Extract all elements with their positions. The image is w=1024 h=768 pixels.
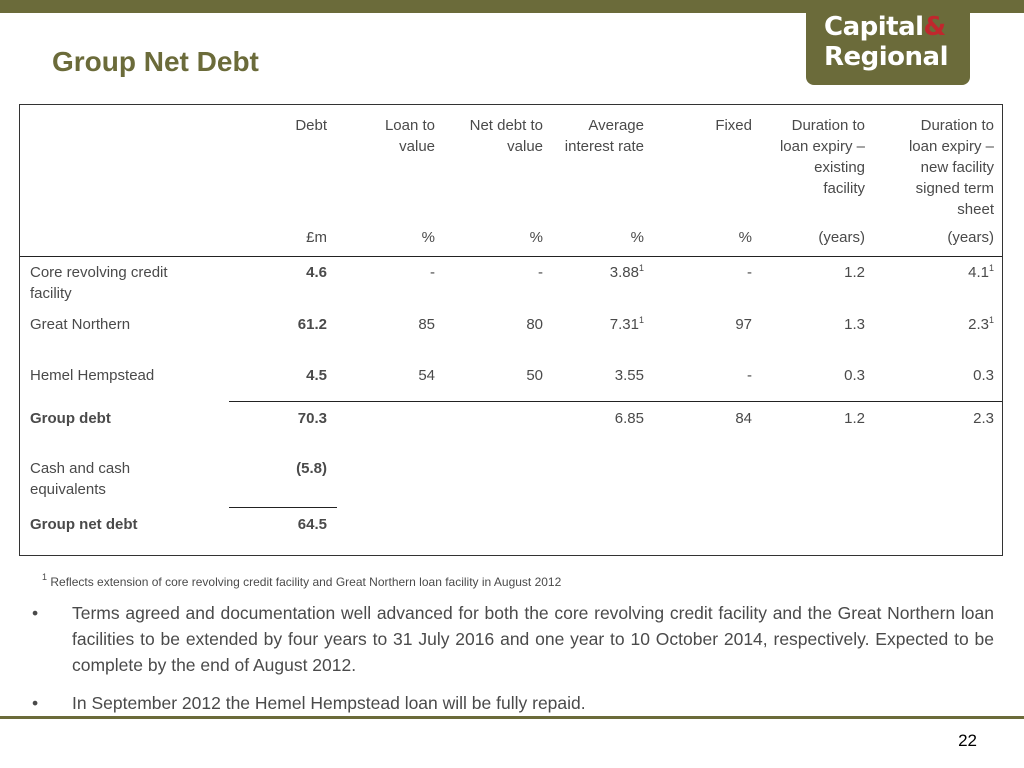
col-unit-average-interest-rate: % <box>630 229 644 246</box>
bullet-text: In September 2012 the Hemel Hempstead lo… <box>72 693 586 713</box>
page-number: 22 <box>958 731 977 750</box>
cell-duration-existing: 0.3 <box>844 367 865 384</box>
cell-loan-to-value: - <box>430 264 435 281</box>
cell-debt: 64.5 <box>297 516 327 533</box>
col-header-duration-existing: Duration to loan expiry – existing facil… <box>779 117 865 197</box>
col-header-net-debt-to-value: Net debt to value <box>469 117 543 155</box>
col-header-debt: Debt <box>295 117 327 134</box>
cell-net-debt-to-value: 50 <box>526 367 543 384</box>
bullet-icon: • <box>32 603 39 623</box>
net-debt-table: Debt Loan to value Net debt to value Ave… <box>19 104 1003 556</box>
cell-debt: 70.3 <box>297 410 327 427</box>
company-logo: Capital& Regional <box>806 0 970 85</box>
footnote-marker: 1 <box>42 572 48 582</box>
footnote-text: Reflects extension of core revolving cre… <box>47 575 562 589</box>
cell-net-debt-to-value: 80 <box>526 316 543 333</box>
row-label: Great Northern <box>30 316 131 333</box>
row-label: Core revolving credit facility <box>30 264 168 302</box>
footnote-marker: 1 <box>638 263 644 273</box>
col-unit-debt: £m <box>306 229 327 246</box>
cell-debt: (5.8) <box>296 460 327 477</box>
cell-debt: 4.6 <box>306 264 327 281</box>
row-label: Group net debt <box>30 516 138 533</box>
cell-average-interest-rate: 3.55 <box>614 367 644 384</box>
logo-line-1: Capital& <box>824 12 946 42</box>
cell-duration-new: 2.3 <box>973 410 994 427</box>
bottom-bar <box>0 716 1024 719</box>
col-unit-loan-to-value: % <box>421 229 435 246</box>
cell-average-interest-rate: 6.85 <box>614 410 644 427</box>
footnote-marker: 1 <box>988 315 994 325</box>
cell-net-debt-to-value: - <box>538 264 543 281</box>
cell-fixed: - <box>747 367 752 384</box>
bullet-icon: • <box>32 693 39 713</box>
col-unit-duration-existing: (years) <box>818 229 865 246</box>
cell-average-interest-rate: 3.881 <box>609 263 644 282</box>
row-label: Group debt <box>30 410 111 427</box>
cell-duration-new: 0.3 <box>973 367 994 384</box>
col-header-average-interest-rate: Average interest rate <box>564 117 644 155</box>
cell-fixed: 97 <box>735 316 752 333</box>
footnote-marker: 1 <box>988 263 994 273</box>
cell-duration-new: 4.11 <box>968 263 994 282</box>
page-title: Group Net Debt <box>52 46 259 77</box>
col-unit-fixed: % <box>738 229 752 246</box>
header-divider <box>20 256 1002 257</box>
row-label: Cash and cash equivalents <box>30 460 131 498</box>
bullet-list: • Terms agreed and documentation well adv… <box>30 600 994 716</box>
cell-loan-to-value: 54 <box>418 367 435 384</box>
cell-fixed: 84 <box>735 410 752 427</box>
cell-loan-to-value: 85 <box>418 316 435 333</box>
cell-debt: 61.2 <box>297 316 327 333</box>
cell-average-interest-rate: 7.311 <box>609 315 644 334</box>
col-header-loan-to-value: Loan to value <box>384 117 435 155</box>
cell-debt: 4.5 <box>306 367 327 384</box>
footnote-marker: 1 <box>638 315 644 325</box>
cell-duration-existing: 1.2 <box>844 264 865 281</box>
col-header-fixed: Fixed <box>715 117 752 134</box>
logo-line-2: Regional <box>824 42 949 72</box>
cell-duration-existing: 1.3 <box>844 316 865 333</box>
group-debt-divider <box>229 401 1002 402</box>
logo-ampersand: & <box>923 12 947 42</box>
top-bar <box>0 0 1024 13</box>
cell-fixed: - <box>747 264 752 281</box>
list-item: • Terms agreed and documentation well adv… <box>30 600 994 678</box>
col-unit-duration-new: (years) <box>947 229 994 246</box>
row-label: Hemel Hempstead <box>30 367 155 384</box>
cell-duration-existing: 1.2 <box>844 410 865 427</box>
footnote: 1 Reflects extension of core revolving c… <box>42 572 562 590</box>
net-debt-divider <box>229 507 337 508</box>
col-unit-net-debt-to-value: % <box>529 229 543 246</box>
bullet-text: Terms agreed and documentation well adva… <box>72 603 994 675</box>
cell-duration-new: 2.31 <box>968 315 994 334</box>
list-item: • In September 2012 the Hemel Hempstead l… <box>30 690 994 716</box>
col-header-duration-new: Duration to loan expiry – new facility s… <box>908 117 994 218</box>
